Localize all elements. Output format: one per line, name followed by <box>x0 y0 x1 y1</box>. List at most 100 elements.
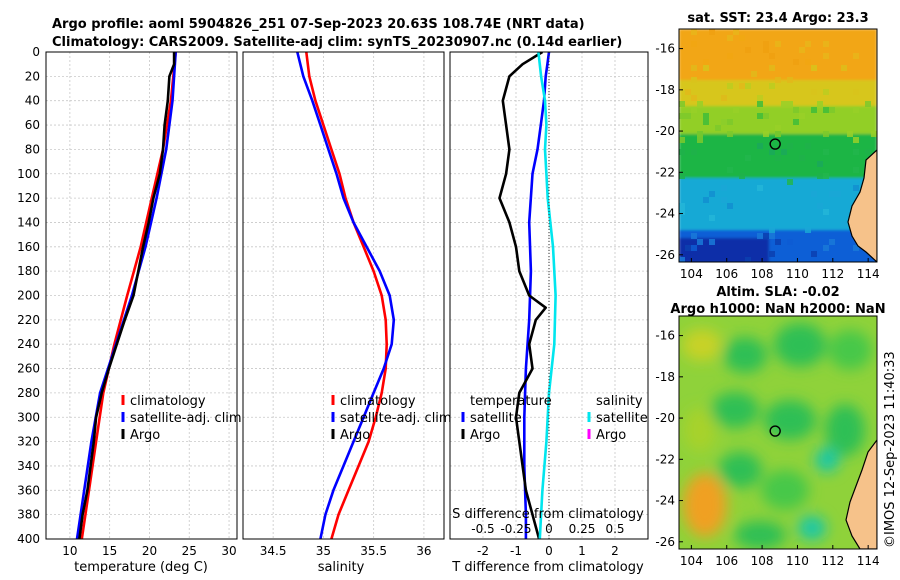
s-tick-label: 0.25 <box>569 522 596 536</box>
sst-pixel <box>835 191 841 197</box>
sst-pixel <box>775 155 781 161</box>
sst-pixel <box>691 65 697 71</box>
sst-pixel <box>775 125 781 131</box>
sst-pixel <box>865 149 871 155</box>
sst-pixel <box>775 77 781 83</box>
sst-pixel <box>691 41 697 47</box>
sst-pixel <box>733 29 739 35</box>
map-y-tick-label: -26 <box>655 248 675 262</box>
sst-field <box>679 29 877 262</box>
depth-tick-label: 100 <box>17 167 40 181</box>
sst-pixel <box>679 137 685 143</box>
map-x-tick-label: 108 <box>751 554 774 568</box>
sst-pixel <box>757 143 763 149</box>
map-y-tick-label: -20 <box>655 124 675 138</box>
sst-pixel <box>811 65 817 71</box>
sst-pixel <box>691 29 697 35</box>
sst-pixel <box>679 101 685 107</box>
difference-legend: temperature salinity satellite Argo satellit… <box>461 394 648 443</box>
s-tick-label: -0.5 <box>471 522 494 536</box>
series-line-temperature-argo <box>498 52 548 539</box>
map-y-tick-label: -26 <box>655 535 675 549</box>
sst-pixel <box>763 113 769 119</box>
sst-pixel <box>733 107 739 113</box>
sst-pixel <box>679 149 685 155</box>
depth-tick-label: 200 <box>17 289 40 303</box>
sst-pixel <box>757 101 763 107</box>
depth-tick-label: 220 <box>17 313 40 327</box>
difference-series <box>498 52 557 539</box>
sst-pixel <box>769 233 775 239</box>
s-difference-axis-label: S difference from climatology <box>452 507 644 522</box>
depth-tick-label: 40 <box>25 94 40 108</box>
sst-pixel <box>727 167 733 173</box>
x-tick-label: 10 <box>62 544 77 558</box>
sst-pixel <box>793 119 799 125</box>
map-x-tick-label: 104 <box>680 554 703 568</box>
sst-pixel <box>739 35 745 41</box>
s-tick-label: 0 <box>545 522 553 536</box>
depth-tick-label: 240 <box>17 337 40 351</box>
sst-pixel <box>817 101 823 107</box>
depth-tick-label: 180 <box>17 264 40 278</box>
map-x-tick-label: 106 <box>715 267 738 281</box>
sst-pixel <box>679 173 685 179</box>
temperature-grid <box>46 51 237 540</box>
depth-tick-label: 140 <box>17 215 40 229</box>
x-tick-label: -2 <box>477 544 489 558</box>
sst-pixel <box>781 101 787 107</box>
map-x-tick-label: 114 <box>857 554 880 568</box>
sst-pixel <box>679 203 685 209</box>
series-line-climatology <box>80 52 177 539</box>
sst-pixel <box>751 71 757 77</box>
sst-pixel <box>805 41 811 47</box>
map-x-tick-label: 114 <box>857 267 880 281</box>
series-line-salinity-satellite <box>537 52 557 539</box>
map-x-tick-label: 104 <box>680 267 703 281</box>
sst-pixel <box>853 149 859 155</box>
map-y-tick-label: -24 <box>655 207 675 221</box>
sst-pixel <box>739 83 745 89</box>
salinity-tick-labels: 34.5 35 35.5 36 <box>260 544 432 558</box>
sla-map-ticks: 104 106 108 110 112 114 -16 -18 -20 -22 -24 -26 <box>655 329 879 568</box>
sst-pixel <box>679 209 685 215</box>
series-line-argo <box>78 52 176 539</box>
sst-pixel <box>685 89 691 95</box>
sst-pixel <box>823 53 829 59</box>
salinity-axes-frame <box>242 51 445 540</box>
sst-pixel <box>691 77 697 83</box>
sst-pixel <box>721 185 727 191</box>
sst-pixel <box>823 245 829 251</box>
sst-pixel <box>763 41 769 47</box>
x-tick-label: 35 <box>316 544 331 558</box>
t-difference-tick-labels: -2 -1 0 1 2 <box>477 544 619 558</box>
depth-tick-label: 160 <box>17 240 40 254</box>
x-tick-label: 20 <box>142 544 157 558</box>
sst-pixel <box>829 239 835 245</box>
sst-pixel <box>853 107 859 113</box>
sst-pixel <box>703 59 709 65</box>
sst-pixel <box>745 155 751 161</box>
sla-map: Altim. SLA: -0.02 Argo h1000: NaN h2000:… <box>655 285 885 568</box>
sst-pixel <box>769 227 775 233</box>
s-difference-tick-labels: -0.5 -0.25 0 0.25 0.5 <box>471 522 624 536</box>
depth-tick-label: 80 <box>25 142 40 156</box>
legend-label: satellite-adj. clim <box>340 411 452 426</box>
sst-pixel <box>727 131 733 137</box>
x-tick-label: 1 <box>578 544 586 558</box>
map-y-tick-label: -22 <box>655 452 675 466</box>
sst-pixel <box>805 143 811 149</box>
sst-pixel <box>679 257 685 262</box>
difference-axes-frame <box>449 51 649 540</box>
sst-pixel <box>763 233 769 239</box>
map-x-tick-label: 112 <box>821 267 844 281</box>
sst-argo-marker <box>769 138 781 150</box>
figure-title-line1: Argo profile: aoml 5904826_251 07-Sep-20… <box>52 17 585 32</box>
map-y-tick-label: -24 <box>655 494 675 508</box>
salinity-series <box>296 52 396 539</box>
sst-pixel <box>721 95 727 101</box>
sst-pixel <box>865 101 871 107</box>
map-x-tick-label: 106 <box>715 554 738 568</box>
sst-pixel <box>841 221 847 227</box>
